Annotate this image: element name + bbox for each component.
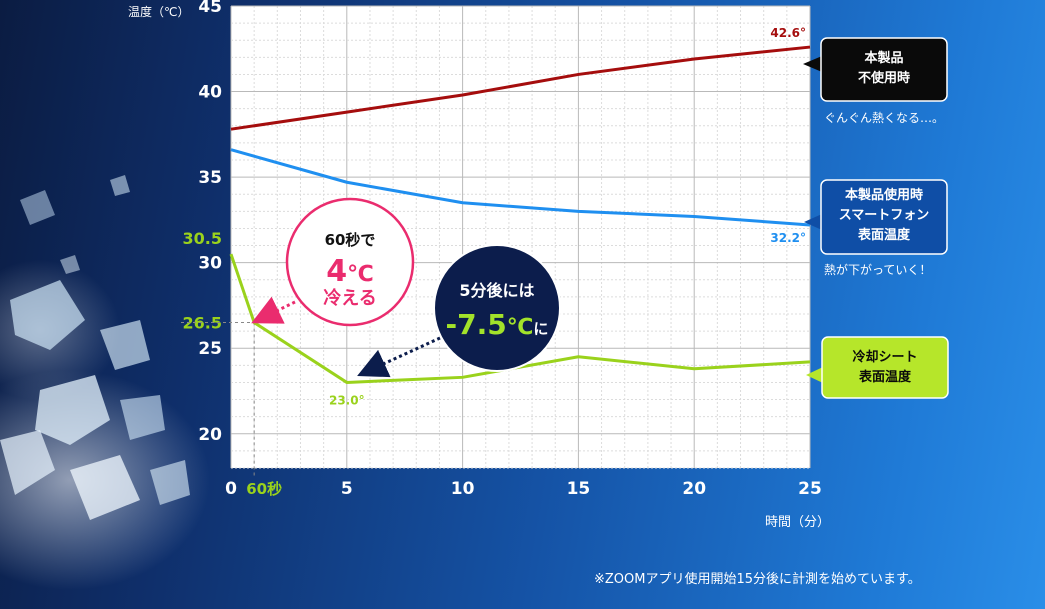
callout-60sec-big: 4 [326, 254, 347, 289]
x-tick-label: 5 [341, 479, 353, 499]
x-tick-60sec: 60秒 [246, 480, 282, 498]
callout-60sec-line1: 60秒で [325, 231, 376, 249]
y-extra-label-1min: 26.5 [183, 314, 222, 333]
x-tick-label: 20 [682, 479, 706, 499]
legend-phone-line1: 本製品使用時 [845, 187, 923, 203]
y-tick-label: 25 [198, 339, 222, 359]
series-line-phone [230, 148, 811, 227]
x-tick-label: 10 [451, 479, 475, 499]
x-tick-label: 25 [798, 479, 822, 499]
legend-phone-note: 熱が下がっていく！ [824, 262, 931, 277]
y-tick-label: 45 [198, 0, 222, 17]
footnote: ※ZOOMアプリ使用開始15分後に計測を始めています。 [594, 571, 921, 587]
end-label-phone: 32.2° [770, 231, 806, 245]
legend-phone-line3: 表面温度 [857, 227, 911, 243]
min-label-sheet: 23.0° [329, 393, 365, 407]
callout-5min-unit: ℃ [507, 315, 534, 340]
ice-decoration [0, 175, 210, 590]
series-line-unused [230, 45, 811, 131]
legend-sheet-line2: 表面温度 [858, 369, 912, 385]
callout-5min: 5分後には -7.5℃に [357, 244, 561, 378]
legend-unused: 本製品 不使用時 [803, 37, 948, 102]
callout-60sec-unit: ℃ [347, 262, 374, 287]
y-tick-label: 30 [198, 254, 222, 274]
legend-sheet: 冷却シート 表面温度 [806, 336, 949, 399]
callout-5min-big: -7.5 [446, 308, 507, 341]
y-tick-label: 20 [198, 425, 222, 445]
legend-sheet-line1: 冷却シート [852, 349, 917, 365]
x-axis-title: 時間（分） [765, 515, 830, 530]
legend-phone: 本製品使用時 スマートフォン 表面温度 [804, 179, 948, 255]
legend-unused-note: ぐんぐん熱くなる…。 [824, 111, 944, 125]
svg-text:-7.5℃に: -7.5℃に [446, 308, 549, 341]
callout-60sec-line3: 冷える [323, 287, 376, 309]
callout-5min-suffix: に [533, 320, 548, 338]
legend-unused-line2: 不使用時 [858, 70, 910, 86]
y-tick-label: 35 [198, 168, 222, 188]
callout-60sec: 60秒で 4℃ 冷える [251, 197, 415, 327]
y-tick-label: 40 [198, 83, 222, 103]
end-label-unused: 42.6° [770, 26, 806, 40]
svg-text:4℃: 4℃ [326, 254, 374, 289]
legend-phone-line2: スマートフォン [839, 208, 930, 223]
x-tick-label: 0 [225, 479, 237, 499]
x-tick-label: 15 [567, 479, 591, 499]
y-extra-label-start: 30.5 [183, 229, 222, 248]
callout-5min-line1: 5分後には [459, 281, 534, 300]
y-axis-title: 温度（℃） [128, 4, 189, 19]
legend-unused-line1: 本製品 [864, 50, 903, 66]
